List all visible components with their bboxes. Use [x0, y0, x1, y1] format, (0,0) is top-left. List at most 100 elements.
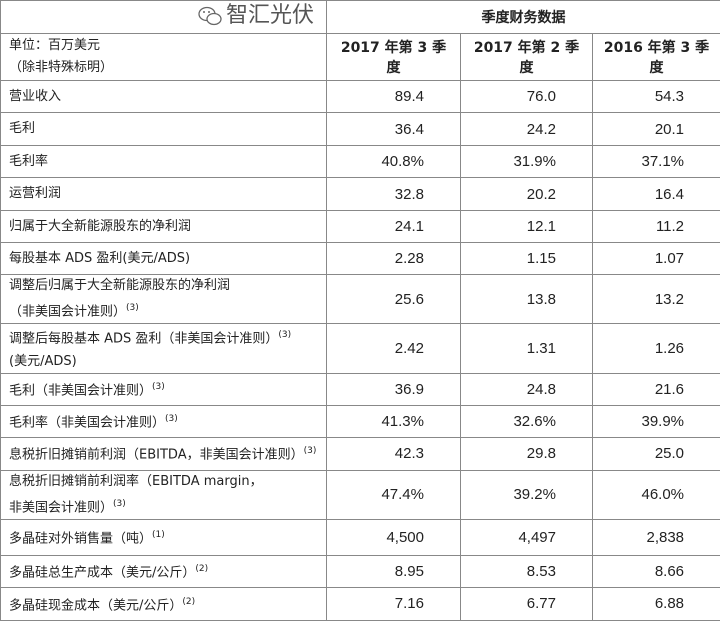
value-cell: 47.4%	[327, 470, 461, 519]
value-cell: 4,497	[461, 519, 593, 555]
value-cell: 1.07	[593, 243, 720, 275]
value-cell: 89.4	[327, 81, 461, 113]
value-cell: 4,500	[327, 519, 461, 555]
value-cell: 41.3%	[327, 405, 461, 437]
column-header: 2016 年第 3 季度	[593, 34, 720, 81]
row-label-text: 调整后每股基本 ADS 盈利（非美国会计准则）	[9, 332, 278, 347]
row-label-text: 毛利率	[9, 154, 48, 169]
value-cell: 16.4	[593, 178, 720, 211]
value-cell: 1.31	[461, 324, 593, 373]
footnote-ref: (3)	[126, 303, 139, 313]
row-label: 归属于大全新能源股东的净利润	[1, 211, 327, 243]
corner-cell: 智汇光伏	[1, 1, 327, 34]
value-cell: 8.66	[593, 555, 720, 587]
unit-cell: 单位：百万美元 （除非特殊标明）	[1, 34, 327, 81]
value-cell: 8.53	[461, 555, 593, 587]
value-cell: 46.0%	[593, 470, 720, 519]
value-cell: 32.6%	[461, 405, 593, 437]
row-label-text: 多晶硅对外销售量（吨）	[9, 532, 152, 547]
footnote-ref: (2)	[182, 597, 195, 607]
value-cell: 12.1	[461, 211, 593, 243]
footnote-ref: (3)	[304, 446, 317, 456]
value-cell: 25.0	[593, 437, 720, 470]
value-cell: 24.2	[461, 113, 593, 146]
value-cell: 20.2	[461, 178, 593, 211]
value-cell: 42.3	[327, 437, 461, 470]
value-cell: 6.88	[593, 587, 720, 620]
value-cell: 21.6	[593, 373, 720, 405]
row-label: 调整后归属于大全新能源股东的净利润（非美国会计准则）(3)	[1, 275, 327, 324]
row-label: 多晶硅总生产成本（美元/公斤）(2)	[1, 555, 327, 587]
row-label: 息税折旧摊销前利润率（EBITDA margin，非美国会计准则）(3)	[1, 470, 327, 519]
watermark: 智汇光伏	[197, 3, 314, 29]
column-header: 2017 年第 3 季度	[327, 34, 461, 81]
table-row: 毛利率（非美国会计准则）(3)41.3%32.6%39.9%	[1, 405, 720, 437]
row-label-line2: (美元/ADS)	[9, 354, 77, 369]
unit-note: （除非特殊标明）	[9, 57, 318, 79]
wechat-icon	[197, 5, 223, 27]
value-cell: 2.42	[327, 324, 461, 373]
footnote-ref: (3)	[152, 382, 165, 392]
value-cell: 2,838	[593, 519, 720, 555]
row-label-text: 息税折旧摊销前利润（EBITDA，非美国会计准则）	[9, 448, 304, 463]
footnote-ref: (3)	[113, 499, 126, 509]
row-label-text: 归属于大全新能源股东的净利润	[9, 219, 191, 234]
value-cell: 11.2	[593, 211, 720, 243]
value-cell: 39.9%	[593, 405, 720, 437]
value-cell: 54.3	[593, 81, 720, 113]
value-cell: 32.8	[327, 178, 461, 211]
value-cell: 13.8	[461, 275, 593, 324]
row-label-text: 毛利	[9, 121, 35, 136]
watermark-text: 智汇光伏	[226, 3, 314, 29]
footnote-ref: (2)	[195, 564, 208, 574]
row-label: 毛利	[1, 113, 327, 146]
column-header: 2017 年第 2 季度	[461, 34, 593, 81]
value-cell: 1.26	[593, 324, 720, 373]
row-label: 息税折旧摊销前利润（EBITDA，非美国会计准则）(3)	[1, 437, 327, 470]
row-label: 毛利率（非美国会计准则）(3)	[1, 405, 327, 437]
row-label: 毛利率	[1, 146, 327, 178]
row-label: 运营利润	[1, 178, 327, 211]
value-cell: 6.77	[461, 587, 593, 620]
row-label-text: 多晶硅现金成本（美元/公斤）	[9, 598, 182, 613]
value-cell: 24.8	[461, 373, 593, 405]
row-label: 毛利（非美国会计准则）(3)	[1, 373, 327, 405]
value-cell: 29.8	[461, 437, 593, 470]
unit-label: 单位：百万美元	[9, 35, 318, 57]
group-header: 季度财务数据	[327, 1, 720, 34]
table-row: 息税折旧摊销前利润率（EBITDA margin，非美国会计准则）(3)47.4…	[1, 470, 720, 519]
row-label: 每股基本 ADS 盈利(美元/ADS)	[1, 243, 327, 275]
value-cell: 36.4	[327, 113, 461, 146]
row-label-line2: 非美国会计准则）	[9, 500, 113, 515]
footnote-ref: (3)	[278, 330, 291, 340]
value-cell: 8.95	[327, 555, 461, 587]
row-label: 营业收入	[1, 81, 327, 113]
value-cell: 20.1	[593, 113, 720, 146]
value-cell: 2.28	[327, 243, 461, 275]
row-label-text: 毛利（非美国会计准则）	[9, 383, 152, 398]
value-cell: 24.1	[327, 211, 461, 243]
row-label-text: 运营利润	[9, 186, 61, 201]
row-label-text: 每股基本 ADS 盈利(美元/ADS)	[9, 251, 190, 266]
value-cell: 37.1%	[593, 146, 720, 178]
footnote-ref: (1)	[152, 530, 165, 540]
row-label-text: 营业收入	[9, 89, 61, 104]
value-cell: 76.0	[461, 81, 593, 113]
value-cell: 13.2	[593, 275, 720, 324]
value-cell: 40.8%	[327, 146, 461, 178]
value-cell: 1.15	[461, 243, 593, 275]
